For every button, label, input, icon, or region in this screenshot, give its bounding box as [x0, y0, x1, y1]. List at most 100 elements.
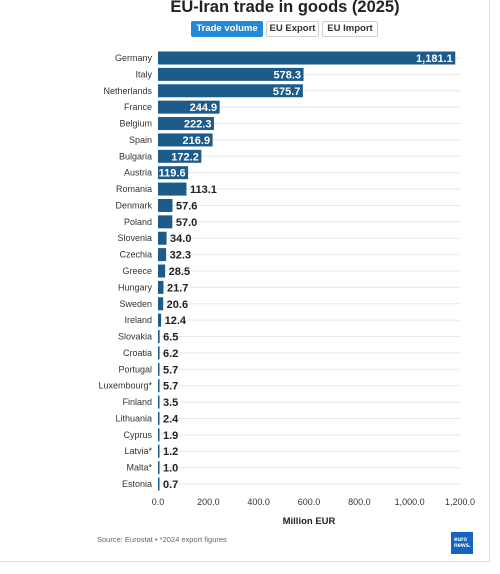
category-label: Czechia: [119, 250, 152, 260]
bar-croatia: [158, 346, 160, 360]
value-label: 34.0: [170, 233, 191, 245]
category-label: Croatia: [123, 348, 152, 358]
bar-slovakia: [158, 330, 160, 344]
category-label: Denmark: [115, 200, 152, 210]
value-label: 0.7: [163, 479, 178, 491]
bar-belgium: [158, 117, 214, 131]
toggle-trade-volume[interactable]: Trade volume: [191, 21, 263, 37]
value-label: 21.7: [167, 282, 188, 294]
bar-greece: [158, 264, 166, 278]
value-label: 1.9: [163, 430, 178, 442]
category-label: Italy: [135, 69, 152, 79]
category-label: Malta*: [126, 463, 152, 473]
bar-germany: [158, 51, 456, 65]
bar-hungary: [158, 280, 164, 294]
category-label: Hungary: [118, 282, 153, 292]
category-label: Portugal: [118, 364, 152, 374]
category-label: Luxembourg*: [98, 381, 152, 391]
bar-spain: [158, 133, 213, 147]
value-label: 2.4: [163, 413, 179, 425]
category-label: Lithuania: [115, 413, 152, 423]
category-label: Poland: [124, 217, 152, 227]
category-label: Slovenia: [117, 233, 152, 243]
x-tick-label: 400.0: [247, 497, 270, 507]
bar-austria: [158, 166, 189, 180]
bar-denmark: [158, 198, 173, 212]
category-label: Netherlands: [103, 86, 152, 96]
value-label: 1.0: [163, 463, 178, 475]
value-label: 244.9: [190, 102, 218, 114]
value-label: 28.5: [169, 266, 190, 278]
bar-bulgaria: [158, 149, 202, 163]
value-label: 57.0: [176, 217, 197, 229]
logo-text-line1: euro: [454, 537, 468, 543]
bar-sweden: [158, 297, 164, 311]
bar-czechia: [158, 248, 167, 262]
category-label: Finland: [122, 397, 152, 407]
category-label: Sweden: [119, 299, 152, 309]
x-tick-label: 1,200.0: [445, 497, 475, 507]
bar-italy: [158, 67, 304, 81]
category-label: Austria: [124, 168, 152, 178]
value-label: 172.2: [171, 151, 199, 163]
category-label: Latvia*: [124, 446, 152, 456]
category-label: Bulgaria: [119, 151, 152, 161]
category-label: Slovakia: [118, 332, 152, 342]
value-label: 3.5: [163, 397, 178, 409]
toggle-eu-export[interactable]: EU Export: [266, 21, 319, 37]
bar-netherlands: [158, 84, 303, 98]
category-label: Spain: [129, 135, 152, 145]
bar-lithuania: [158, 411, 160, 425]
category-label: Belgium: [119, 119, 152, 129]
category-label: Greece: [122, 266, 152, 276]
value-label: 119.6: [159, 168, 186, 180]
x-tick-label: 0.0: [152, 497, 165, 507]
value-label: 5.7: [163, 381, 178, 393]
bar-chart: Germany 1,181.1 Italy 578.3 Netherlands 575.7…: [98, 51, 475, 527]
bar-luxembourg: [158, 379, 160, 393]
value-label: 32.3: [170, 250, 191, 262]
value-label: 113.1: [190, 184, 217, 196]
value-label: 5.7: [163, 364, 178, 376]
bar-romania: [158, 182, 187, 196]
euronews-logo[interactable]: euro news.: [451, 532, 473, 554]
bar-slovenia: [158, 231, 167, 245]
bar-poland: [158, 215, 173, 229]
logo-text-line2: news.: [454, 543, 471, 549]
x-tick-label: 800.0: [348, 497, 371, 507]
category-label: Germany: [115, 53, 153, 63]
value-label: 6.5: [163, 332, 178, 344]
value-label: 20.6: [167, 299, 188, 311]
source-note: Source: Eurostat • *2024 export figures: [97, 535, 227, 544]
metric-toggle-group: Trade volume EU Export EU Import: [191, 21, 378, 37]
value-label: 6.2: [163, 348, 178, 360]
bar-latvia: [158, 444, 160, 458]
bar-france: [158, 100, 220, 114]
category-label: Ireland: [124, 315, 152, 325]
value-label: 57.6: [176, 200, 197, 212]
value-label: 1.2: [163, 446, 178, 458]
bar-estonia: [158, 477, 160, 491]
x-axis-title: Million EUR: [283, 516, 336, 527]
value-label: 12.4: [165, 315, 187, 327]
bar-cyprus: [158, 428, 160, 442]
bar-malta: [158, 461, 160, 475]
bar-ireland: [158, 313, 162, 327]
value-label: 216.9: [183, 135, 211, 147]
category-label: France: [124, 102, 152, 112]
category-label: Romania: [116, 184, 152, 194]
bar-portugal: [158, 362, 160, 376]
value-label: 1,181.1: [416, 53, 453, 65]
toggle-eu-import[interactable]: EU Import: [322, 21, 378, 37]
x-tick-label: 1,000.0: [395, 497, 425, 507]
x-tick-label: 600.0: [298, 497, 321, 507]
bar-finland: [158, 395, 160, 409]
x-tick-label: 200.0: [197, 497, 220, 507]
category-label: Estonia: [122, 479, 152, 489]
embed-frame: [0, 0, 490, 562]
value-label: 575.7: [273, 86, 301, 98]
value-label: 578.3: [274, 69, 302, 81]
value-label: 222.3: [184, 119, 212, 131]
category-label: Cyprus: [123, 430, 152, 440]
chart-title: EU-Iran trade in goods (2025): [170, 0, 400, 16]
